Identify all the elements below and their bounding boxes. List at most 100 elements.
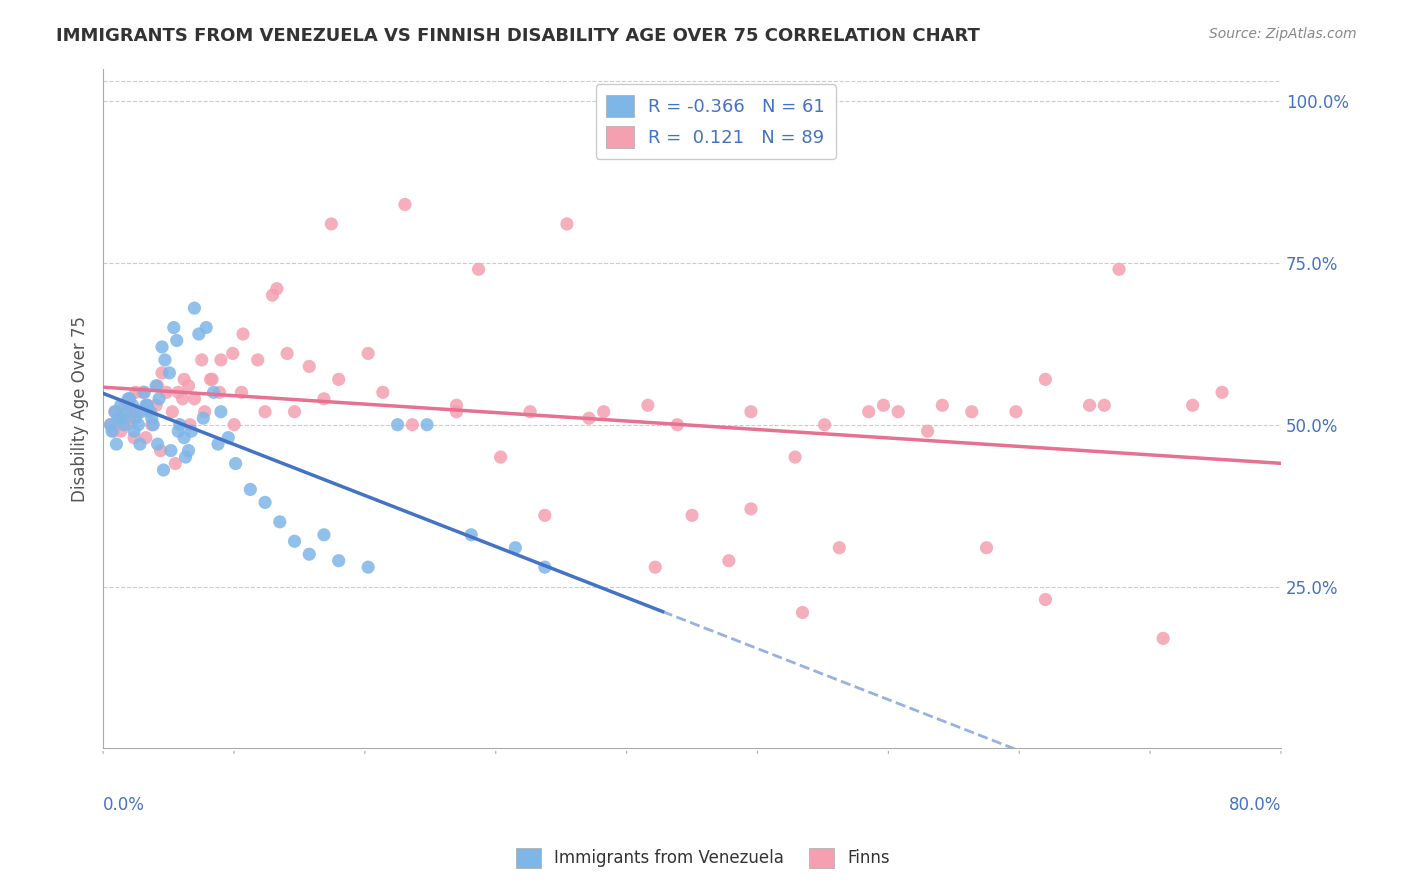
Point bbox=[135, 431, 157, 445]
Point bbox=[276, 346, 298, 360]
Point bbox=[931, 398, 953, 412]
Point bbox=[1211, 385, 1233, 400]
Point bbox=[174, 450, 197, 464]
Point bbox=[266, 282, 288, 296]
Point bbox=[519, 405, 541, 419]
Point bbox=[148, 392, 170, 406]
Point bbox=[828, 541, 851, 555]
Point bbox=[231, 385, 253, 400]
Point bbox=[225, 457, 247, 471]
Point bbox=[104, 405, 127, 419]
Point bbox=[101, 424, 124, 438]
Point bbox=[117, 392, 139, 406]
Point bbox=[180, 424, 202, 438]
Point bbox=[111, 411, 134, 425]
Point bbox=[150, 340, 173, 354]
Point bbox=[135, 398, 157, 412]
Point bbox=[207, 437, 229, 451]
Point bbox=[118, 411, 141, 425]
Text: IMMIGRANTS FROM VENEZUELA VS FINNISH DISABILITY AGE OVER 75 CORRELATION CHART: IMMIGRANTS FROM VENEZUELA VS FINNISH DIS… bbox=[56, 27, 980, 45]
Point bbox=[312, 528, 335, 542]
Point bbox=[262, 288, 284, 302]
Point bbox=[112, 417, 135, 432]
Legend: Immigrants from Venezuela, Finns: Immigrants from Venezuela, Finns bbox=[509, 841, 897, 875]
Point bbox=[134, 385, 156, 400]
Point bbox=[1035, 592, 1057, 607]
Point bbox=[917, 424, 939, 438]
Point bbox=[177, 379, 200, 393]
Point bbox=[136, 398, 159, 412]
Point bbox=[505, 541, 527, 555]
Point bbox=[115, 417, 138, 432]
Point bbox=[115, 405, 138, 419]
Point bbox=[183, 301, 205, 315]
Point bbox=[1108, 262, 1130, 277]
Y-axis label: Disability Age Over 75: Disability Age Over 75 bbox=[72, 316, 89, 501]
Point bbox=[157, 366, 180, 380]
Point bbox=[145, 398, 167, 412]
Point bbox=[208, 385, 231, 400]
Point bbox=[467, 262, 489, 277]
Point bbox=[887, 405, 910, 419]
Point bbox=[107, 411, 129, 425]
Point bbox=[169, 417, 191, 432]
Point bbox=[160, 443, 183, 458]
Point bbox=[141, 411, 163, 425]
Point bbox=[254, 405, 277, 419]
Point bbox=[976, 541, 998, 555]
Point bbox=[121, 405, 143, 419]
Point bbox=[740, 501, 762, 516]
Point bbox=[460, 528, 482, 542]
Legend: R = -0.366   N = 61, R =  0.121   N = 89: R = -0.366 N = 61, R = 0.121 N = 89 bbox=[596, 85, 835, 159]
Point bbox=[195, 320, 218, 334]
Point bbox=[136, 398, 159, 412]
Point bbox=[145, 379, 167, 393]
Point bbox=[533, 508, 555, 523]
Text: Source: ZipAtlas.com: Source: ZipAtlas.com bbox=[1209, 27, 1357, 41]
Point bbox=[740, 405, 762, 419]
Point bbox=[578, 411, 600, 425]
Point bbox=[1005, 405, 1028, 419]
Point bbox=[246, 353, 269, 368]
Point bbox=[141, 417, 163, 432]
Point bbox=[221, 346, 243, 360]
Point bbox=[132, 385, 155, 400]
Point bbox=[666, 417, 689, 432]
Point bbox=[155, 385, 177, 400]
Point bbox=[298, 359, 321, 374]
Point bbox=[321, 217, 343, 231]
Point bbox=[283, 405, 305, 419]
Point bbox=[177, 443, 200, 458]
Point bbox=[416, 417, 439, 432]
Point bbox=[858, 405, 880, 419]
Point bbox=[165, 457, 187, 471]
Point bbox=[124, 411, 146, 425]
Point bbox=[172, 392, 194, 406]
Point bbox=[555, 217, 578, 231]
Point bbox=[110, 424, 132, 438]
Point bbox=[167, 385, 190, 400]
Point bbox=[592, 405, 614, 419]
Point bbox=[239, 483, 262, 497]
Point bbox=[103, 424, 125, 438]
Point bbox=[637, 398, 659, 412]
Point bbox=[533, 560, 555, 574]
Point bbox=[232, 326, 254, 341]
Point bbox=[162, 405, 184, 419]
Point bbox=[193, 411, 215, 425]
Point bbox=[191, 353, 214, 368]
Point bbox=[100, 417, 122, 432]
Text: 0.0%: 0.0% bbox=[103, 796, 145, 814]
Point bbox=[1181, 398, 1204, 412]
Point bbox=[179, 417, 201, 432]
Point bbox=[153, 353, 176, 368]
Point bbox=[217, 431, 239, 445]
Point bbox=[387, 417, 409, 432]
Point bbox=[792, 606, 814, 620]
Point bbox=[1078, 398, 1101, 412]
Point bbox=[446, 398, 468, 412]
Point bbox=[139, 405, 162, 419]
Point bbox=[127, 405, 149, 419]
Point bbox=[122, 424, 145, 438]
Point bbox=[394, 197, 416, 211]
